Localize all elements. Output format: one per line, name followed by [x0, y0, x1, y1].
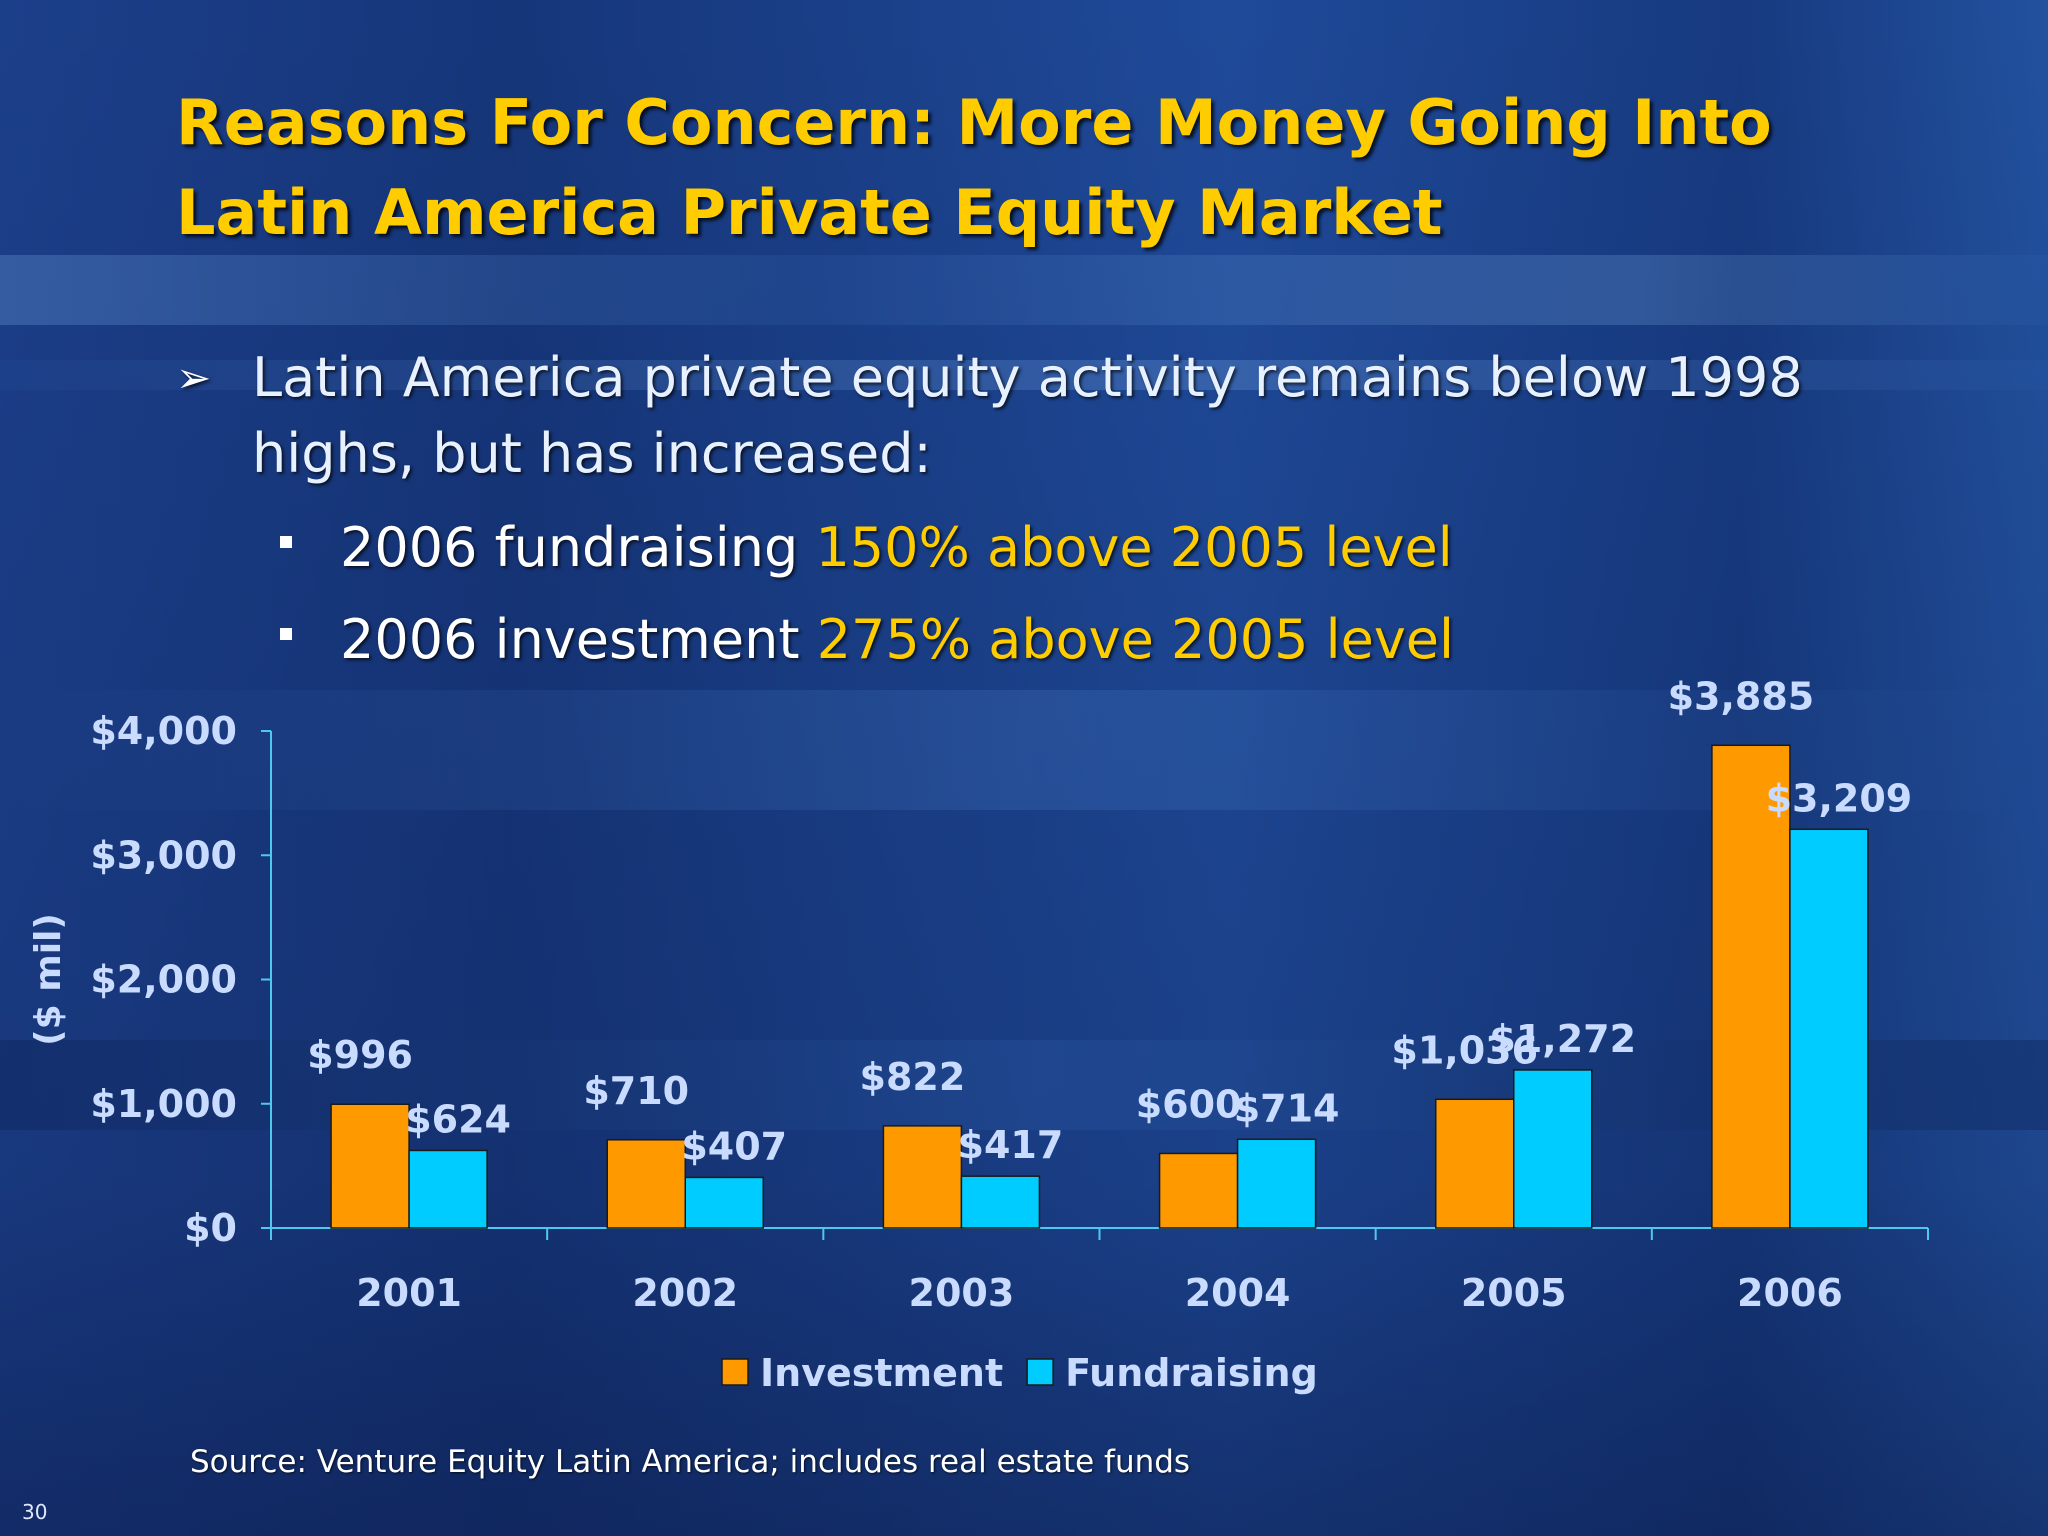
bar-chart: $0 $1,000 $2,000 $3,000 $4,000 ($ mil) 2001 $99… — [28, 680, 1929, 1395]
sub-bullet-investment: 2006 investment 275% above 2005 level — [176, 594, 1976, 686]
bar-investment — [606, 1139, 686, 1229]
arrow-bullet-icon: ➢ — [176, 353, 212, 402]
bar-fundraising — [408, 1149, 488, 1229]
bar-fundraising — [960, 1175, 1041, 1229]
bar-investment — [882, 1125, 963, 1229]
page-number: 30 — [22, 1500, 48, 1524]
legend-swatch-investment — [721, 1358, 749, 1386]
bar-fundraising — [684, 1176, 764, 1229]
bar-investment — [330, 1103, 410, 1229]
y-tick-label: $2,000 — [90, 958, 237, 1002]
slide-title: Reasons For Concern: More Money Going In… — [176, 78, 1876, 258]
bullet-list: ➢ Latin America private equity activity … — [176, 340, 1976, 686]
x-tick-label: 2006 — [1737, 1271, 1843, 1315]
sub-bullet-prefix: 2006 fundraising — [340, 516, 816, 579]
title-line-2: Latin America Private Equity Market — [176, 176, 1443, 249]
data-label: $710 — [583, 1069, 689, 1113]
bullet-main: ➢ Latin America private equity activity … — [176, 340, 1976, 492]
y-tick-label: $4,000 — [90, 709, 237, 753]
y-tick-label: $0 — [184, 1206, 237, 1250]
bar-fundraising — [1513, 1069, 1593, 1229]
x-tick-label: 2004 — [1185, 1271, 1291, 1315]
bar-fundraising — [1789, 828, 1869, 1229]
y-axis-title: ($ mil) — [28, 913, 69, 1046]
data-label: $407 — [681, 1124, 787, 1168]
sub-bullet-highlight: 150% above 2005 level — [815, 516, 1453, 579]
source-note: Source: Venture Equity Latin America; in… — [190, 1444, 1191, 1480]
legend-label: Fundraising — [1065, 1351, 1318, 1395]
y-tick-label: $1,000 — [90, 1082, 237, 1126]
bar-investment — [1435, 1098, 1515, 1229]
data-label: $822 — [860, 1055, 966, 1099]
square-bullet-icon — [280, 536, 292, 548]
x-tick-label: 2003 — [909, 1271, 1015, 1315]
data-label: $1,036 — [1391, 1028, 1538, 1072]
x-tick-label: 2002 — [632, 1271, 738, 1315]
bar-investment — [1711, 744, 1791, 1229]
title-line-1: Reasons For Concern: More Money Going In… — [176, 86, 1772, 159]
x-tick-label: 2001 — [356, 1271, 462, 1315]
data-label: $996 — [307, 1033, 413, 1077]
legend-label: Investment — [760, 1351, 1003, 1395]
x-tick-label: 2005 — [1461, 1271, 1567, 1315]
bar-fundraising — [1236, 1138, 1317, 1229]
data-label: $3,209 — [1766, 776, 1913, 820]
data-label: $624 — [405, 1097, 511, 1141]
bullet-main-line-1: Latin America private equity activity re… — [252, 346, 1803, 409]
y-tick-label: $3,000 — [90, 833, 237, 877]
sub-bullet-fundraising: 2006 fundraising 150% above 2005 level — [176, 502, 1976, 594]
bar-investment — [1158, 1152, 1239, 1229]
legend-swatch-fundraising — [1026, 1358, 1054, 1386]
square-bullet-icon — [280, 628, 292, 640]
background-streak — [0, 255, 2048, 325]
data-label: $600 — [1136, 1082, 1242, 1126]
data-label: $1,272 — [1489, 1017, 1636, 1061]
data-label: $417 — [958, 1123, 1064, 1167]
sub-bullet-highlight: 275% above 2005 level — [816, 608, 1454, 671]
data-label: $3,885 — [1668, 680, 1815, 718]
data-label: $714 — [1234, 1086, 1340, 1130]
sub-bullet-prefix: 2006 investment — [340, 608, 817, 671]
bullet-main-line-2: highs, but has increased: — [252, 422, 932, 485]
